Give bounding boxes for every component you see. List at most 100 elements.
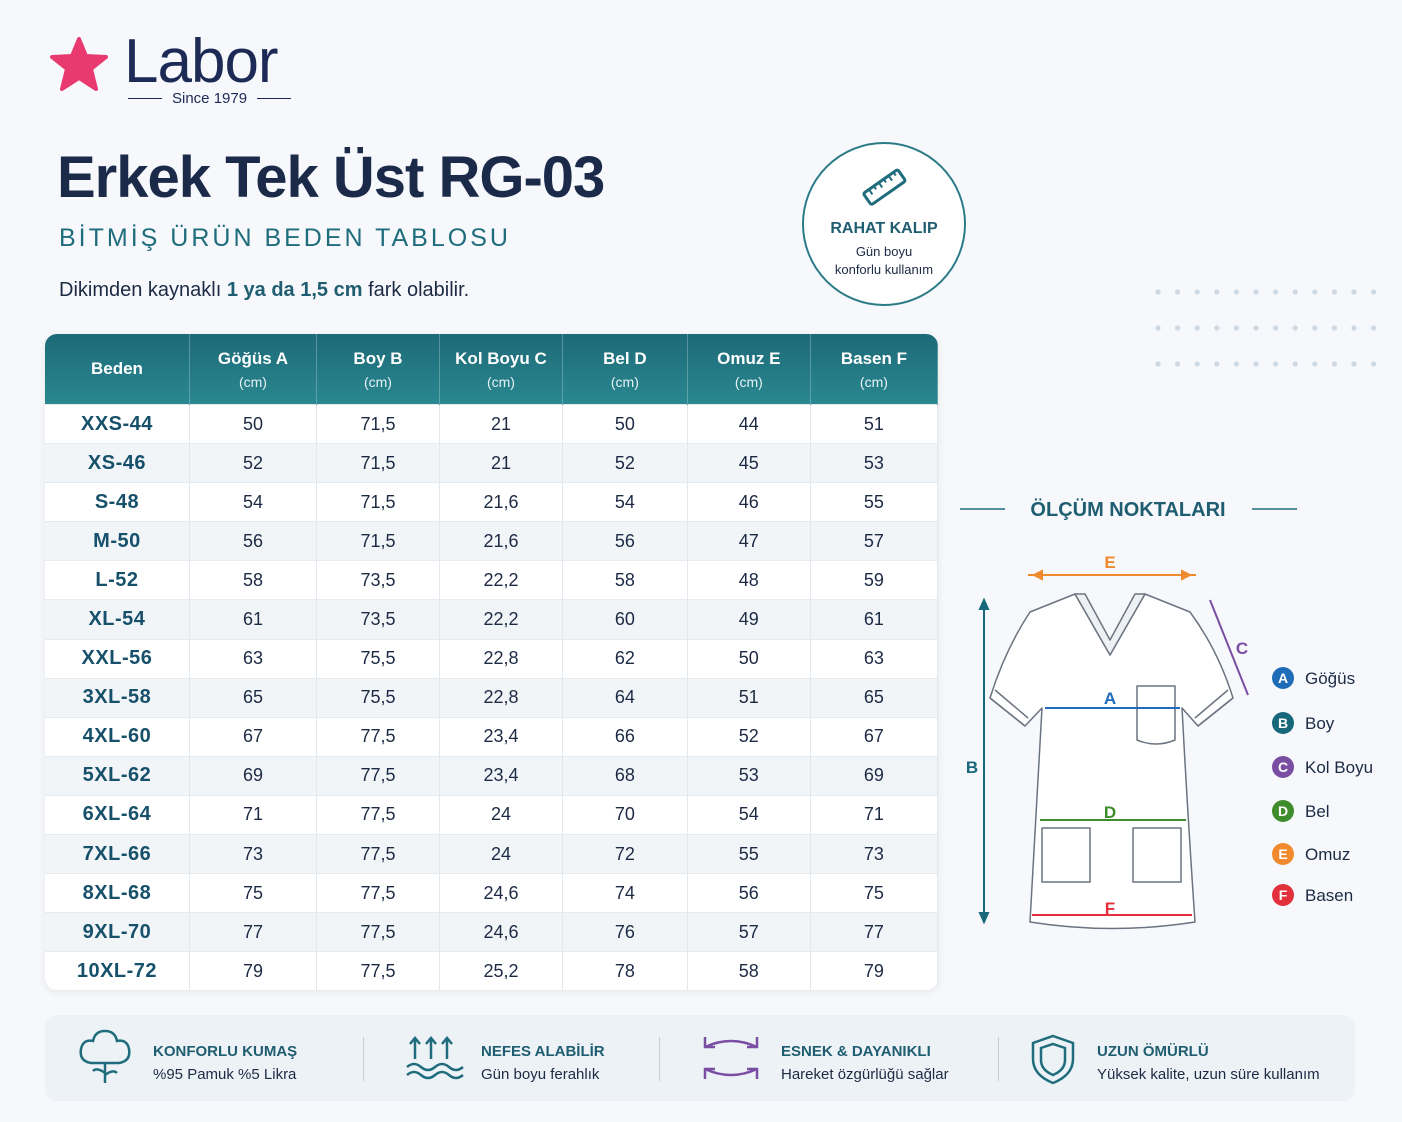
- value-cell: 71: [810, 794, 938, 835]
- dot: [1233, 325, 1239, 331]
- value-cell: 75,5: [316, 677, 440, 718]
- value-cell: 64: [562, 677, 688, 718]
- title: Erkek Tek Üst RG-03: [57, 145, 605, 210]
- value-cell: 62: [562, 638, 688, 679]
- divider: [659, 1037, 660, 1081]
- legend-letter: D: [1278, 803, 1288, 819]
- value-cell: 77,5: [316, 834, 440, 874]
- dot: [1155, 325, 1161, 331]
- table-row: M-50 56 71,5 21,6 56 47 57: [45, 521, 938, 561]
- size-cell: 4XL-60: [45, 716, 190, 757]
- diagram-letter: A: [1104, 689, 1116, 708]
- value-cell: 77,5: [316, 951, 440, 991]
- dot: [1214, 325, 1220, 331]
- feature-bar: KONFORLU KUMAŞ %95 Pamuk %5 Likra NEFES A…: [45, 1015, 1355, 1101]
- legend-badge: [1272, 800, 1294, 822]
- badge: RAHAT KALIP Gün boyu konforlu kullanım: [802, 142, 966, 306]
- stretch-icon: [703, 1037, 759, 1079]
- value-cell: 57: [810, 521, 938, 561]
- feature: UZUN ÖMÜRLÜ Yüksek kalite, uzun süre kull…: [1097, 1043, 1320, 1083]
- value-cell: 69: [189, 755, 318, 796]
- header-label: Göğüs A: [217, 348, 289, 368]
- value-cell: 50: [189, 403, 318, 444]
- size-table: Beden Göğüs A (cm) Boy B (cm) Kol Boyu C (cm) B…: [45, 334, 938, 991]
- diagram-letter: E: [1104, 553, 1115, 572]
- column-header: Kol Boyu C (cm): [439, 334, 563, 405]
- decor-dots: [1155, 289, 1377, 367]
- divider: [363, 1037, 364, 1081]
- dot: [1273, 361, 1279, 367]
- feature-text: %95 Pamuk %5 Likra: [153, 1066, 297, 1083]
- value-cell: 63: [810, 638, 938, 679]
- value-cell: 52: [687, 716, 811, 757]
- feature-title: KONFORLU KUMAŞ: [153, 1043, 298, 1060]
- dot: [1331, 289, 1337, 295]
- legend-letter: A: [1278, 670, 1288, 686]
- header-label: Boy B: [353, 348, 403, 368]
- dot: [1331, 361, 1337, 367]
- value-cell: 71,5: [316, 521, 440, 561]
- legend-badge: [1272, 843, 1294, 865]
- diagram-letter: B: [966, 758, 978, 777]
- size-cell: 8XL-68: [45, 873, 190, 913]
- table-row: XS-46 52 71,5 21 52 45 53: [45, 443, 938, 483]
- value-cell: 21: [439, 443, 563, 483]
- dot: [1175, 361, 1181, 367]
- value-cell: 67: [810, 716, 938, 757]
- value-cell: 74: [562, 873, 688, 913]
- diagram-letter: C: [1236, 639, 1248, 658]
- size-cell: 3XL-58: [45, 677, 190, 718]
- note: Dikimden kaynaklı 1 ya da 1,5 cm fark ol…: [59, 279, 469, 302]
- feature-text: Hareket özgürlüğü sağlar: [781, 1066, 949, 1083]
- value-cell: 45: [687, 443, 811, 483]
- dot: [1155, 361, 1161, 367]
- dot: [1292, 361, 1298, 367]
- dot: [1292, 325, 1298, 331]
- legend-letter: C: [1278, 759, 1288, 775]
- ruler-icon: [862, 168, 907, 206]
- column-header: Beden: [45, 334, 190, 405]
- value-cell: 58: [687, 951, 811, 991]
- value-cell: 76: [562, 912, 688, 952]
- feature: KONFORLU KUMAŞ %95 Pamuk %5 Likra: [153, 1043, 297, 1083]
- value-cell: 55: [687, 834, 811, 874]
- value-cell: 77,5: [316, 755, 440, 796]
- value-cell: 21,6: [439, 482, 563, 522]
- dot: [1312, 325, 1318, 331]
- value-cell: 21,6: [439, 521, 563, 561]
- header-label: Kol Boyu C: [455, 348, 547, 368]
- value-cell: 71: [189, 794, 318, 835]
- value-cell: 73,5: [316, 599, 440, 640]
- value-cell: 67: [189, 716, 318, 757]
- size-cell: 10XL-72: [45, 951, 190, 991]
- value-cell: 24,6: [439, 873, 563, 913]
- value-cell: 47: [687, 521, 811, 561]
- value-cell: 77,5: [316, 912, 440, 952]
- size-cell: 7XL-66: [45, 834, 190, 874]
- dot: [1214, 361, 1220, 367]
- table-row: 8XL-68 75 77,5 24,6 74 56 75: [45, 873, 938, 913]
- legend-label: Bel: [1305, 802, 1330, 821]
- value-cell: 24: [439, 794, 563, 835]
- note-text: Dikimden kaynaklı: [59, 279, 222, 301]
- header-unit: (cm): [734, 373, 763, 390]
- value-cell: 49: [687, 599, 811, 640]
- value-cell: 65: [810, 677, 938, 718]
- table-row: 9XL-70 77 77,5 24,6 76 57 77: [45, 912, 938, 952]
- dot: [1371, 361, 1377, 367]
- column-header: Omuz E (cm): [687, 334, 811, 405]
- breath-icon: [406, 1036, 464, 1080]
- value-cell: 22,8: [439, 677, 563, 718]
- header-label: Basen F: [840, 348, 907, 368]
- feature-text: Gün boyu ferahlık: [481, 1066, 600, 1083]
- value-cell: 69: [810, 755, 938, 796]
- value-cell: 53: [810, 443, 938, 483]
- size-cell: L-52: [45, 560, 190, 600]
- measure-title: ÖLÇÜM NOKTALARI: [1030, 498, 1225, 521]
- dot: [1351, 289, 1357, 295]
- since-text: Since 1979: [172, 90, 248, 107]
- value-cell: 77,5: [316, 716, 440, 757]
- header-unit: (cm): [363, 373, 392, 390]
- dot: [1351, 361, 1357, 367]
